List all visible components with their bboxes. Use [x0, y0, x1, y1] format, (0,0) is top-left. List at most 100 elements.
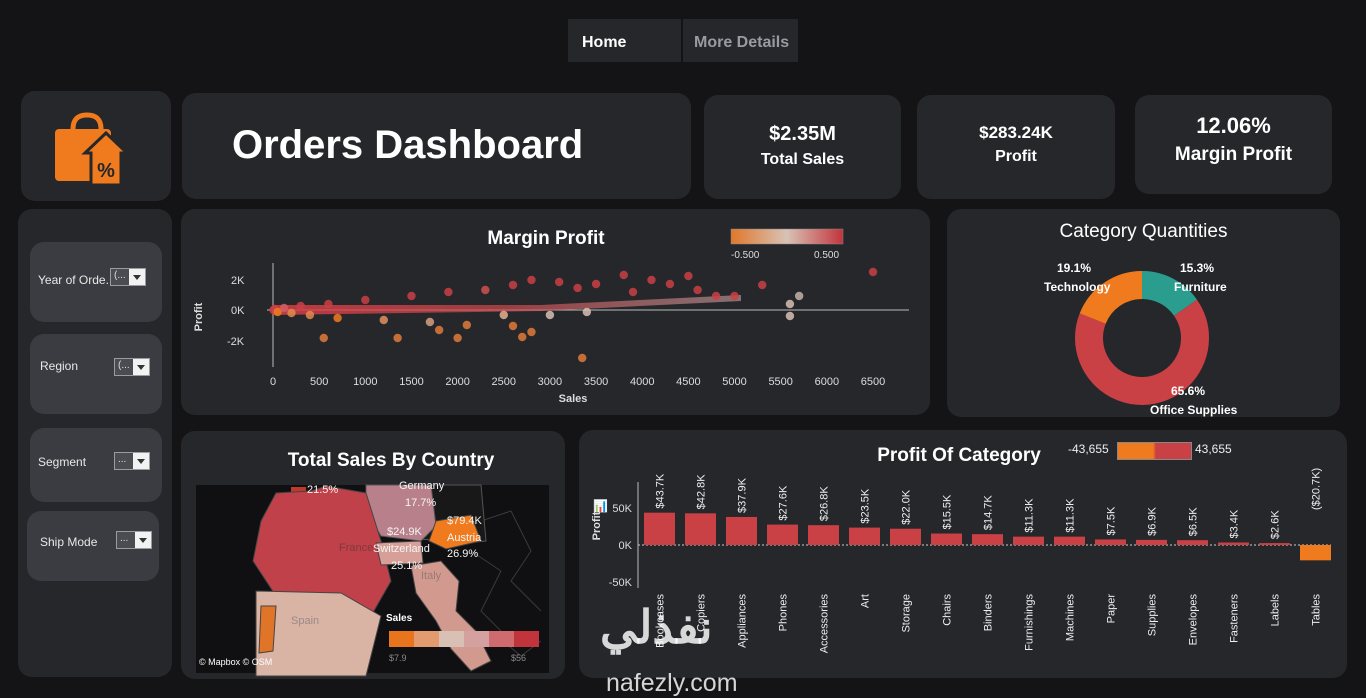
scatter-point[interactable]: [591, 279, 601, 289]
scatter-point[interactable]: [296, 301, 305, 311]
scatter-point[interactable]: [785, 299, 795, 309]
bar[interactable]: [1013, 536, 1044, 545]
scatter-point[interactable]: [693, 285, 702, 295]
x-axis-label: Sales: [559, 393, 588, 405]
bar[interactable]: [890, 528, 921, 545]
bar-category-label: Copiers: [696, 594, 708, 632]
donut-segment[interactable]: [1075, 271, 1209, 405]
scatter-point[interactable]: [434, 325, 444, 335]
donut-label-technology-pct: 19.1%: [1057, 261, 1092, 275]
dropdown-value: ...: [118, 454, 127, 465]
bar[interactable]: [1259, 543, 1290, 545]
bar-data-label: $42.8K: [696, 474, 708, 510]
bar-data-label: $11.3K: [1024, 498, 1036, 533]
scatter-point[interactable]: [684, 271, 693, 281]
bar[interactable]: [1218, 542, 1249, 545]
scatter-point[interactable]: [393, 333, 402, 343]
scatter-point[interactable]: [578, 353, 587, 363]
x-tick: 0: [270, 376, 276, 388]
scatter-point[interactable]: [619, 270, 628, 280]
bar-color-legend: [1117, 442, 1192, 460]
bar-y-axis-label: Profit: [591, 511, 603, 540]
title-card: Orders Dashboard: [182, 93, 691, 199]
scatter-point[interactable]: [665, 279, 675, 289]
scatter-point[interactable]: [407, 291, 416, 301]
filter-segment: Segment ...: [30, 428, 162, 502]
scatter-point[interactable]: [361, 295, 370, 305]
bar-y-tick: 0K: [619, 540, 633, 552]
switzerland-region[interactable]: [375, 540, 424, 566]
map-attribution: © Mapbox © OSM: [199, 657, 272, 667]
scatter-density-band: [273, 295, 741, 315]
scatter-point[interactable]: [527, 327, 536, 337]
scatter-point[interactable]: [628, 287, 638, 297]
bar[interactable]: [1177, 540, 1208, 545]
scatter-point[interactable]: [711, 291, 721, 301]
scatter-point[interactable]: [785, 311, 795, 321]
bar-category-label: Storage: [901, 594, 913, 633]
scatter-point[interactable]: [444, 287, 453, 297]
kpi-label: Profit: [995, 148, 1037, 165]
spain-region[interactable]: [255, 590, 382, 677]
bar[interactable]: [685, 513, 716, 545]
austria-region[interactable]: [428, 514, 482, 550]
chevron-down-icon[interactable]: [133, 359, 149, 375]
scatter-point[interactable]: [545, 310, 555, 320]
scatter-point[interactable]: [758, 280, 767, 290]
scatter-point[interactable]: [333, 313, 342, 323]
kpi-label: Total Sales: [760, 151, 845, 168]
tab-more-details[interactable]: More Details: [683, 19, 798, 62]
bar[interactable]: [1054, 536, 1085, 545]
scatter-point[interactable]: [508, 321, 518, 331]
scatter-point[interactable]: [481, 285, 490, 295]
scatter-point[interactable]: [273, 307, 282, 317]
scatter-point[interactable]: [527, 275, 536, 285]
bar[interactable]: [726, 516, 757, 545]
bar[interactable]: [972, 534, 1003, 545]
scatter-point[interactable]: [582, 307, 592, 317]
scatter-point[interactable]: [518, 332, 527, 342]
scatter-point[interactable]: [730, 291, 739, 301]
scatter-point[interactable]: [305, 310, 315, 320]
x-tick: 5500: [768, 376, 792, 388]
scatter-point[interactable]: [499, 310, 508, 320]
scatter-point[interactable]: [573, 283, 582, 293]
ship-mode-dropdown[interactable]: ...: [116, 531, 152, 549]
scatter-point[interactable]: [453, 333, 462, 343]
chevron-down-icon[interactable]: [129, 269, 145, 285]
portugal-region[interactable]: [258, 605, 277, 654]
map-label: 21.5%: [307, 484, 338, 496]
scatter-point[interactable]: [324, 299, 333, 309]
bar[interactable]: [808, 525, 839, 545]
scatter-point[interactable]: [319, 333, 328, 343]
europe-map[interactable]: 21.5% Germany 17.7% $24.9K $79.4K Austri…: [181, 431, 565, 679]
filter-label: Region: [40, 359, 79, 373]
scatter-point[interactable]: [868, 267, 878, 277]
scatter-point[interactable]: [554, 277, 564, 287]
region-dropdown[interactable]: (...: [114, 358, 150, 376]
segment-dropdown[interactable]: ...: [114, 452, 150, 470]
scatter-point[interactable]: [462, 320, 472, 330]
bar-category-label: Art: [860, 594, 872, 608]
bar[interactable]: [1300, 545, 1331, 561]
tab-home[interactable]: Home: [568, 19, 681, 62]
scatter-point[interactable]: [794, 291, 804, 301]
scatter-point[interactable]: [425, 317, 435, 327]
bar[interactable]: [849, 527, 880, 545]
chevron-down-icon[interactable]: [133, 453, 149, 469]
bar[interactable]: [1095, 539, 1126, 545]
scatter-point[interactable]: [279, 303, 289, 313]
scatter-point[interactable]: [647, 275, 656, 285]
bar[interactable]: [644, 512, 675, 545]
bar[interactable]: [1136, 539, 1167, 545]
bar[interactable]: [767, 524, 798, 545]
chevron-down-icon[interactable]: [135, 532, 151, 548]
scatter-point[interactable]: [287, 308, 296, 318]
map-label: France: [339, 542, 373, 554]
scatter-point[interactable]: [379, 315, 388, 325]
year-dropdown[interactable]: (...: [110, 268, 146, 286]
scatter-point[interactable]: [508, 280, 518, 290]
bar-data-label: $23.5K: [860, 488, 872, 524]
bar[interactable]: [931, 533, 962, 545]
donut-segment[interactable]: [1075, 271, 1209, 405]
